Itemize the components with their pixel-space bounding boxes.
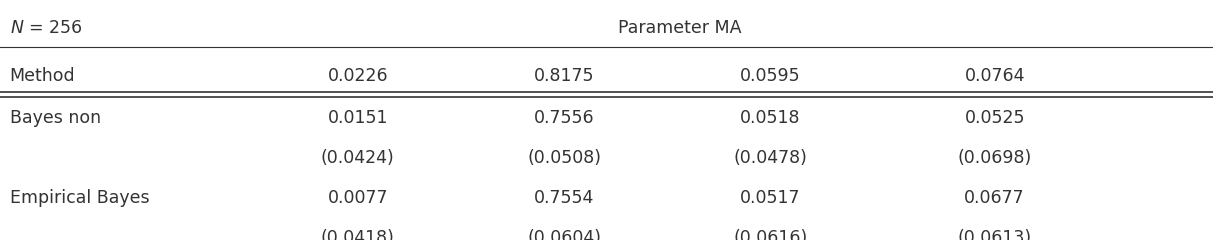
Text: (0.0418): (0.0418) — [321, 228, 394, 240]
Text: 0.7554: 0.7554 — [534, 189, 594, 207]
Text: 0.7556: 0.7556 — [534, 108, 594, 127]
Text: (0.0613): (0.0613) — [957, 228, 1032, 240]
Text: 0.0518: 0.0518 — [740, 108, 801, 127]
Text: Method: Method — [10, 66, 75, 85]
Text: 0.8175: 0.8175 — [534, 66, 594, 85]
Text: (0.0424): (0.0424) — [321, 149, 394, 168]
Text: 0.0525: 0.0525 — [964, 108, 1025, 127]
Text: (0.0698): (0.0698) — [957, 149, 1032, 168]
Text: 0.0077: 0.0077 — [328, 189, 388, 207]
Text: (0.0508): (0.0508) — [526, 149, 602, 168]
Text: (0.0478): (0.0478) — [734, 149, 807, 168]
Text: (0.0616): (0.0616) — [733, 228, 808, 240]
Text: Parameter MA: Parameter MA — [617, 19, 741, 36]
Text: 0.0595: 0.0595 — [740, 66, 801, 85]
Text: 0.0226: 0.0226 — [328, 66, 388, 85]
Text: (0.0604): (0.0604) — [526, 228, 602, 240]
Text: 0.0151: 0.0151 — [328, 108, 388, 127]
Text: 0.0677: 0.0677 — [964, 189, 1025, 207]
Text: 0.0764: 0.0764 — [964, 66, 1025, 85]
Text: $N$ = 256: $N$ = 256 — [10, 19, 82, 36]
Text: Bayes non: Bayes non — [10, 108, 101, 127]
Text: 0.0517: 0.0517 — [740, 189, 801, 207]
Text: Empirical Bayes: Empirical Bayes — [10, 189, 149, 207]
